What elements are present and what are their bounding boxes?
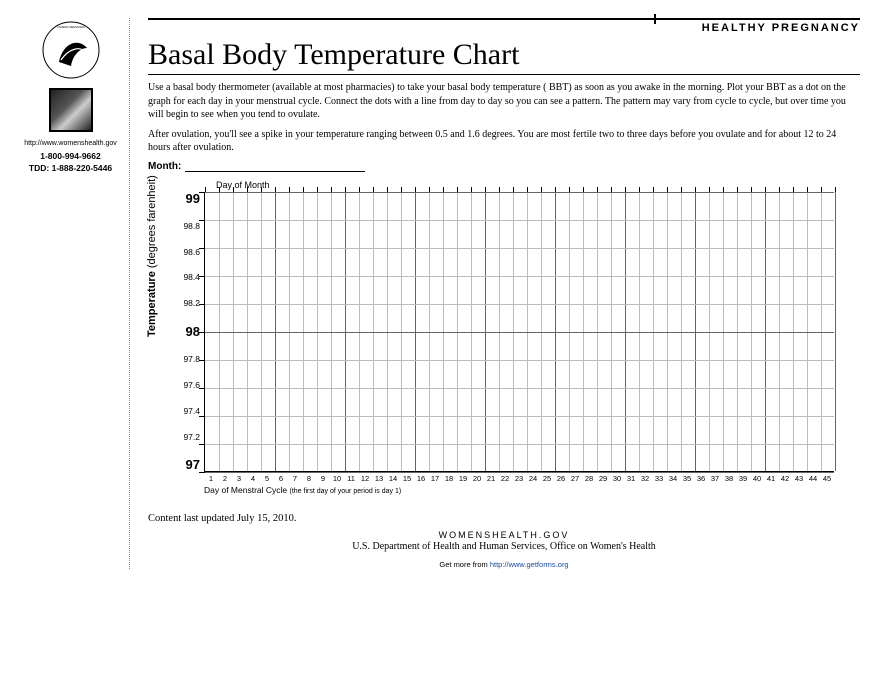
y-tick-label: 97.4 (158, 407, 200, 416)
footer-site: WOMENSHEALTH.GOV (148, 530, 860, 540)
x-tick-label: 15 (400, 474, 414, 483)
footer-dept: U.S. Department of Health and Human Serv… (148, 541, 860, 552)
x-tick-label: 45 (820, 474, 834, 483)
y-axis: 99 98.8 98.6 98.4 98.2 98 97.8 97.6 97.4 97.2 97 (158, 192, 204, 472)
x-tick-label: 32 (638, 474, 652, 483)
x-tick-label: 26 (554, 474, 568, 483)
x-tick-label: 14 (386, 474, 400, 483)
x-tick-label: 10 (330, 474, 344, 483)
x-tick-label: 21 (484, 474, 498, 483)
x-tick-label: 12 (358, 474, 372, 483)
y-tick-label: 98.8 (158, 222, 200, 231)
getforms-link[interactable]: http://www.getforms.org (490, 560, 569, 569)
x-tick-label: 13 (372, 474, 386, 483)
x-tick-label: 31 (624, 474, 638, 483)
x-tick-label: 27 (568, 474, 582, 483)
footer: WOMENSHEALTH.GOV U.S. Department of Heal… (148, 530, 860, 569)
x-tick-label: 29 (596, 474, 610, 483)
x-tick-label: 30 (610, 474, 624, 483)
x-tick-label: 25 (540, 474, 554, 483)
y-tick-label: 97.2 (158, 433, 200, 442)
x-tick-label: 7 (288, 474, 302, 483)
x-tick-label: 19 (456, 474, 470, 483)
sidebar-url: http://www.womenshealth.gov (20, 140, 121, 147)
y-tick-label: 98.6 (158, 248, 200, 257)
x-tick-label: 17 (428, 474, 442, 483)
y-tick-label: 97.8 (158, 355, 200, 364)
womenshealth-logo-icon (49, 88, 93, 132)
y-tick-label: 98.4 (158, 273, 200, 282)
svg-text:HUMAN SERVICES: HUMAN SERVICES (57, 25, 84, 29)
sidebar-phone: 1-800-994-9662 (20, 151, 121, 161)
y-tick-label: 99 (158, 192, 200, 205)
x-axis-caption: Day of Menstral Cycle (the first day of … (204, 485, 860, 495)
intro-paragraph-1: Use a basal body thermometer (available … (148, 81, 860, 122)
x-tick-label: 11 (344, 474, 358, 483)
x-tick-label: 37 (708, 474, 722, 483)
intro-paragraph-2: After ovulation, you'll see a spike in y… (148, 128, 860, 155)
x-tick-label: 40 (750, 474, 764, 483)
x-axis: 1234567891011121314151617181920212223242… (204, 474, 834, 483)
content-updated: Content last updated July 15, 2010. (148, 513, 860, 524)
x-tick-label: 35 (680, 474, 694, 483)
x-tick-label: 20 (470, 474, 484, 483)
y-tick-label: 97 (158, 458, 200, 471)
month-input-line[interactable] (185, 171, 365, 172)
footer-getmore: Get more from http://www.getforms.org (148, 560, 860, 569)
header-tag: HEALTHY PREGNANCY (148, 18, 860, 34)
x-tick-label: 6 (274, 474, 288, 483)
x-tick-label: 16 (414, 474, 428, 483)
y-tick-label: 97.6 (158, 381, 200, 390)
y-axis-title: Temperature (degrees farenheit) (146, 175, 158, 337)
y-tick-label: 98 (158, 325, 200, 338)
x-tick-label: 36 (694, 474, 708, 483)
bbt-chart: Day of Month Temperature (degrees farenh… (158, 180, 860, 495)
x-tick-label: 22 (498, 474, 512, 483)
hhs-seal-icon: HUMAN SERVICES (39, 18, 103, 82)
x-tick-label: 9 (316, 474, 330, 483)
month-field: Month: (148, 161, 860, 172)
x-tick-label: 18 (442, 474, 456, 483)
x-tick-label: 44 (806, 474, 820, 483)
page-title: Basal Body Temperature Chart (148, 38, 860, 75)
x-tick-label: 42 (778, 474, 792, 483)
x-tick-label: 38 (722, 474, 736, 483)
intro-text: Use a basal body thermometer (available … (148, 81, 860, 155)
x-tick-label: 41 (764, 474, 778, 483)
x-tick-label: 34 (666, 474, 680, 483)
x-tick-label: 3 (232, 474, 246, 483)
y-tick-label: 98.2 (158, 299, 200, 308)
chart-grid[interactable] (204, 192, 834, 472)
sidebar-tdd: TDD: 1-888-220-5446 (20, 163, 121, 173)
month-label: Month: (148, 161, 181, 172)
x-tick-label: 5 (260, 474, 274, 483)
x-tick-label: 4 (246, 474, 260, 483)
sidebar: HUMAN SERVICES http://www.womenshealth.g… (20, 18, 130, 569)
x-tick-label: 2 (218, 474, 232, 483)
x-tick-label: 8 (302, 474, 316, 483)
main-content: HEALTHY PREGNANCY Basal Body Temperature… (130, 18, 860, 569)
x-tick-label: 24 (526, 474, 540, 483)
x-tick-label: 33 (652, 474, 666, 483)
x-tick-label: 23 (512, 474, 526, 483)
x-tick-label: 28 (582, 474, 596, 483)
x-tick-label: 39 (736, 474, 750, 483)
x-tick-label: 43 (792, 474, 806, 483)
x-tick-label: 1 (204, 474, 218, 483)
